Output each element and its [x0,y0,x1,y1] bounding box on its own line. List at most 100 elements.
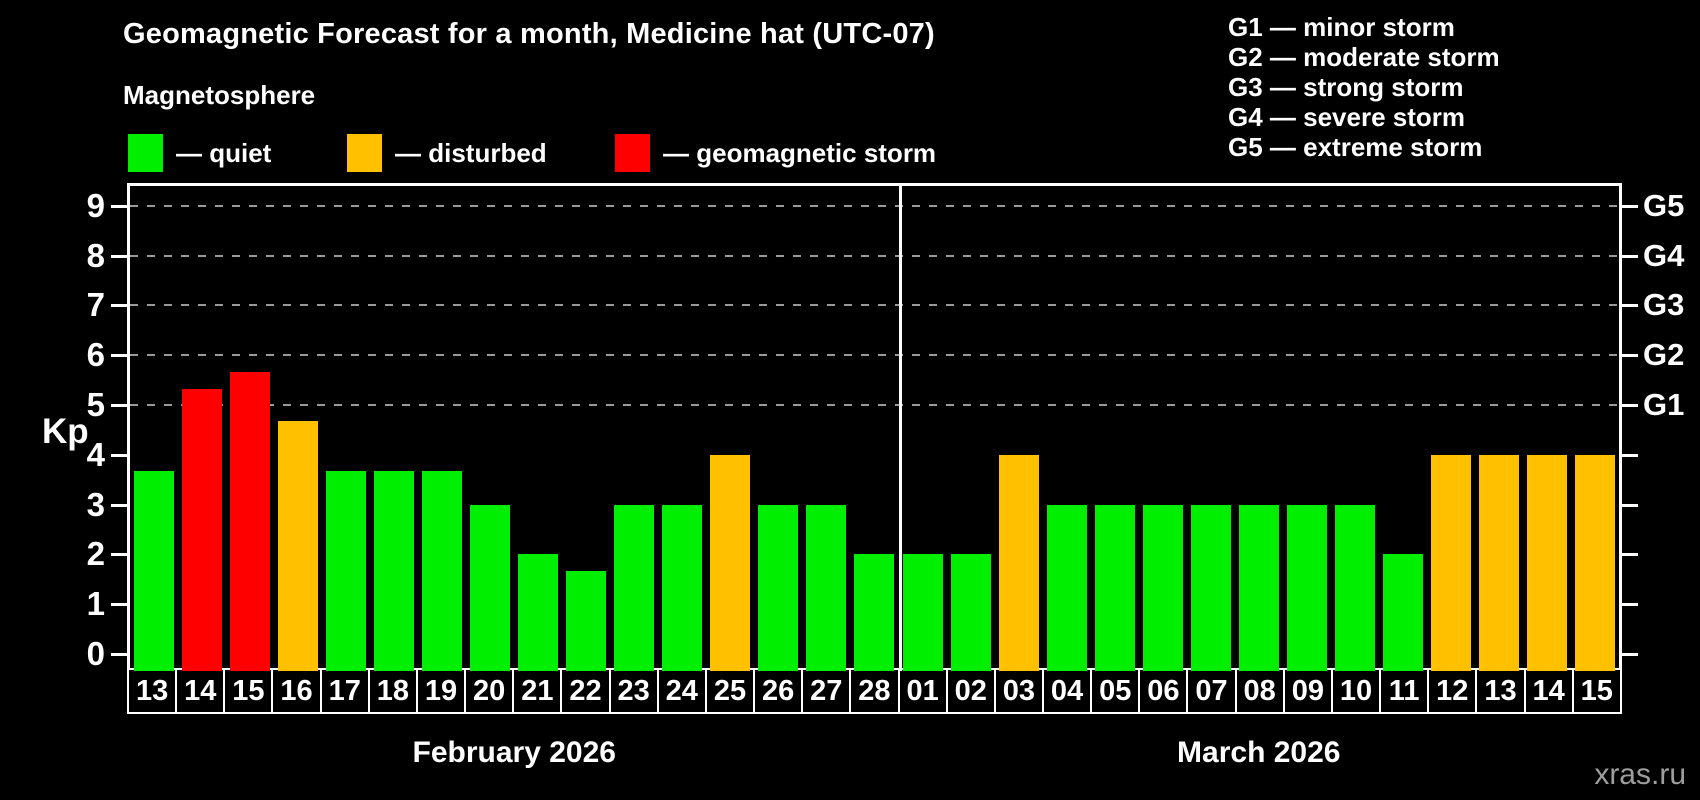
day-label-mar-07: 07 [1186,668,1237,714]
bar-column-mar-08 [1235,186,1283,671]
kp-bar-mar-13 [1478,454,1519,671]
kp-bar-chart-plot-area: 0 1 2 3 4 5 6 7 8 9 G1 G2 G3 G4 G5 [87,183,1684,672]
day-label-feb-28: 28 [849,668,900,714]
kp-bar-feb-14 [182,388,223,671]
bar-column-feb-21 [514,186,562,671]
y-axis-label-4: 4 [86,435,105,473]
g-scale-legend-line: G2 — moderate storm [1228,42,1500,72]
g-scale-legend-line: G3 — strong storm [1228,72,1464,102]
bar-column-feb-25 [706,186,754,671]
day-label-feb-23: 23 [608,668,659,714]
bar-column-feb-24 [658,186,706,671]
day-label-mar-11: 11 [1379,668,1430,714]
y-axis-label-3: 3 [86,485,105,523]
left-axis-tick-kp-5 [111,404,127,407]
legend-item-storm: — geomagnetic storm [615,133,936,173]
day-label-feb-17: 17 [319,668,370,714]
kp-bar-feb-20 [470,504,511,671]
kp-bar-mar-01 [902,554,943,671]
right-axis-tick-kp-7 [1622,304,1638,308]
y-axis-label-8: 8 [86,236,105,274]
legend-storm-label: — geomagnetic storm [663,137,937,168]
left-axis-tick-kp-8 [111,254,127,258]
day-label-mar-04: 04 [1041,668,1093,714]
bar-column-mar-03 [995,186,1043,671]
kp-bar-feb-16 [278,421,319,671]
kp-bar-feb-23 [614,504,655,671]
bar-column-mar-04 [1043,186,1091,671]
kp-bar-mar-10 [1334,504,1375,671]
right-axis-tick-kp-9 [1622,204,1638,208]
right-axis-label-G2: G2 [1643,337,1685,373]
day-label-mar-03: 03 [993,668,1044,714]
day-label-feb-26: 26 [753,668,804,714]
kp-bar-feb-26 [758,504,799,671]
bar-column-mar-14 [1523,186,1571,671]
right-axis-tick-kp-3 [1622,503,1638,507]
kp-bar-feb-21 [518,554,559,671]
day-label-mar-14: 14 [1523,668,1574,714]
day-label-feb-27: 27 [801,668,852,714]
gridline-kp-7 [130,304,1619,307]
kp-bar-mar-12 [1430,454,1471,671]
kp-bar-feb-17 [326,471,367,671]
gridline-kp-5 [130,404,1619,406]
bar-column-feb-19 [418,186,466,671]
day-label-mar-15: 15 [1571,668,1622,714]
bar-column-feb-15 [226,186,274,671]
kp-bar-mar-09 [1286,504,1327,671]
day-label-mar-05: 05 [1090,668,1141,714]
y-axis-label-7: 7 [86,286,105,324]
kp-bar-feb-19 [422,471,463,671]
y-axis-label-0: 0 [86,635,105,672]
y-axis-label-6: 6 [86,336,105,374]
bar-column-feb-13 [130,186,178,671]
right-axis-tick-kp-2 [1622,553,1638,557]
kp-bar-mar-07 [1190,504,1231,671]
left-axis-tick-kp-6 [111,354,127,358]
bar-column-mar-13 [1475,186,1523,671]
g-scale-legend-line: G5 — extreme storm [1228,132,1483,162]
kp-bar-mar-03 [998,454,1039,671]
kp-bar-feb-27 [806,504,847,671]
day-label-mar-02: 02 [945,668,996,714]
bar-column-mar-06 [1139,186,1187,671]
page-title: Geomagnetic Forecast for a month, Medici… [123,18,935,50]
bar-column-mar-07 [1187,186,1235,671]
gridline-kp-8 [130,254,1619,257]
disturbed-color-swatch [347,134,382,172]
legend-item-disturbed: — disturbed [347,133,547,173]
day-label-mar-13: 13 [1475,668,1526,714]
day-label-feb-18: 18 [367,668,418,714]
kp-bar-mar-04 [1046,504,1087,671]
right-axis-tick-kp-8 [1622,254,1638,258]
day-label-mar-01: 01 [897,668,948,714]
left-axis-tick-kp-9 [111,204,127,208]
quiet-color-swatch [128,134,163,172]
kp-bar-feb-18 [374,471,415,671]
kp-bar-mar-06 [1142,504,1183,671]
left-axis-tick-kp-1 [111,603,127,607]
bar-column-mar-02 [947,186,995,671]
gridline-kp-6 [130,354,1619,357]
kp-bar-feb-25 [710,454,751,671]
kp-bar-feb-24 [662,504,703,671]
bar-column-feb-16 [274,186,322,671]
right-axis-tick-kp-6 [1622,354,1638,358]
right-axis-label-G3: G3 [1643,287,1685,323]
right-axis-tick-kp-1 [1622,603,1638,607]
day-label-mar-12: 12 [1427,668,1478,714]
bar-column-feb-28 [850,186,898,671]
bar-column-mar-10 [1331,186,1379,671]
bar-column-feb-14 [178,186,226,671]
g-scale-legend: G1 — minor storm G2 — moderate storm G3 — … [1228,12,1500,162]
left-axis-tick-kp-7 [111,304,127,308]
month-label-february: February 2026 [412,736,616,769]
bar-column-mar-12 [1427,186,1475,671]
bars-row [130,186,1619,671]
kp-bar-mar-05 [1094,504,1135,671]
day-label-feb-14: 14 [175,668,226,714]
bar-column-feb-18 [370,186,418,671]
left-axis-tick-kp-4 [111,453,127,457]
left-axis-tick-kp-3 [111,503,127,507]
